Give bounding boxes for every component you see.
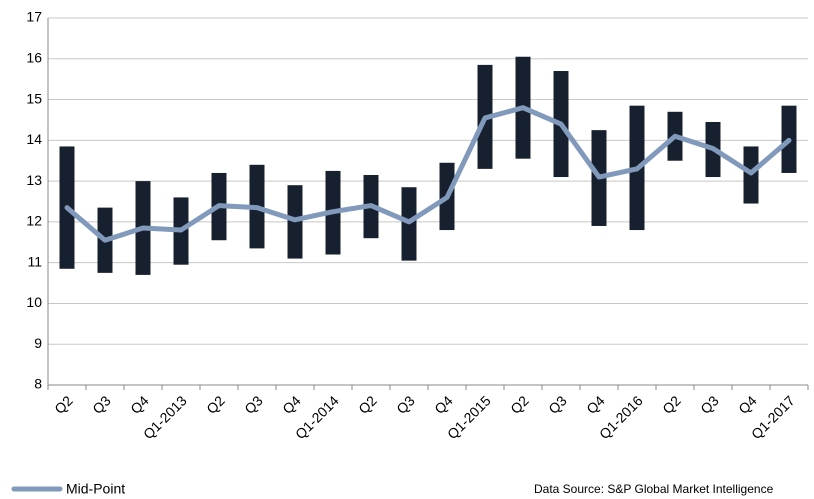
y-tick-label: 16: [26, 49, 42, 65]
x-tick-label: Q2: [659, 392, 684, 417]
y-tick-label: 15: [26, 90, 42, 106]
mid-point-line: [64, 105, 792, 243]
x-tick-label: Q2: [203, 392, 228, 417]
x-tick-label: Q4: [431, 392, 456, 417]
x-tick-label: Q4: [127, 392, 152, 417]
y-tick-label: 11: [27, 253, 42, 269]
source-note: Data Source: S&P Global Market Intellige…: [534, 482, 774, 496]
x-tick-label: Q4: [279, 392, 304, 417]
y-tick-label: 9: [34, 335, 42, 351]
y-tick-label: 8: [34, 376, 42, 392]
x-tick-label: Q4: [735, 392, 760, 417]
x-tick-label: Q2: [51, 392, 76, 417]
y-tick-label: 12: [26, 213, 42, 229]
y-tick-label: 13: [26, 172, 42, 188]
y-tick-label: 14: [26, 131, 42, 147]
legend-label: Mid-Point: [66, 481, 125, 497]
x-tick-label: Q2: [355, 392, 380, 417]
y-tick-label: 17: [26, 9, 42, 25]
x-tick-label: Q2: [507, 392, 532, 417]
x-tick-label: Q3: [393, 392, 418, 417]
x-tick-label: Q3: [697, 392, 722, 417]
x-tick-label: Q3: [89, 392, 114, 417]
y-tick-label: 10: [26, 294, 42, 310]
x-tick-label: Q3: [241, 392, 266, 417]
x-tick-label: Q3: [545, 392, 570, 417]
x-tick-label: Q4: [583, 392, 608, 417]
